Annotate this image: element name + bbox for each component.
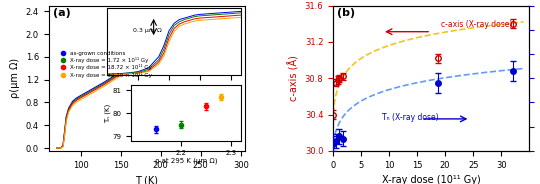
Y-axis label: c-axis (Å): c-axis (Å) <box>288 55 299 101</box>
Text: (b): (b) <box>337 8 355 18</box>
Text: c-axis (X-ray dose): c-axis (X-ray dose) <box>441 20 512 29</box>
X-axis label: X-ray dose (10¹¹ Gy): X-ray dose (10¹¹ Gy) <box>382 175 481 184</box>
Legend: as-grown conditions, X-ray dose = 1.72 × 10¹¹ Gy, X-ray dose = 18.72 × 10¹¹ Gy, : as-grown conditions, X-ray dose = 1.72 ×… <box>55 49 154 80</box>
Text: Tₙ (X-ray dose): Tₙ (X-ray dose) <box>382 113 438 122</box>
Y-axis label: ρ(μm Ω): ρ(μm Ω) <box>10 58 20 98</box>
Text: (a): (a) <box>52 8 70 18</box>
X-axis label: T (K): T (K) <box>135 175 158 184</box>
